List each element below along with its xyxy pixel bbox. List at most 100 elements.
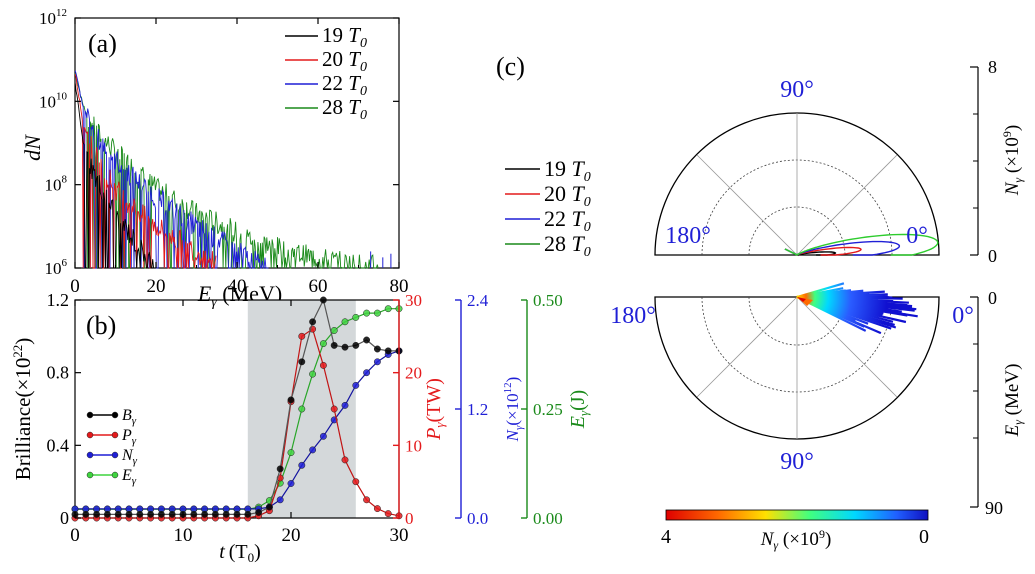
series-marker [222, 510, 230, 518]
grid-spoke [796, 296, 898, 398]
y-tick-label: 106 [45, 257, 68, 278]
legend-marker [86, 451, 94, 459]
grid-spoke [696, 296, 798, 398]
series-marker [319, 296, 327, 304]
series-marker [201, 510, 209, 518]
legend-main: N [121, 447, 134, 464]
y-tick-label: 1.2 [47, 290, 70, 310]
y1-ticks: 0 0.4 0.8 1.2 [47, 290, 81, 528]
polar-frame [654, 112, 940, 256]
series-marker [330, 327, 338, 334]
legend-sub: 0 [360, 108, 367, 123]
legend-sub: 0 [360, 60, 367, 75]
legend-unit: T [348, 47, 361, 71]
colorbar-gradient [665, 509, 929, 521]
series-marker [319, 361, 327, 369]
series-marker [341, 456, 349, 464]
series-marker [352, 313, 360, 321]
series-marker [352, 478, 360, 486]
heatmap-spray [796, 282, 918, 335]
axis-tick-label: 0.25 [533, 400, 563, 419]
legend-marker [86, 431, 94, 439]
angle-label-180: 180° [665, 223, 711, 249]
series-marker [384, 347, 392, 355]
y-tick-label: 0 [60, 508, 69, 528]
series-marker [244, 510, 252, 518]
legend-unit: T [572, 156, 586, 181]
series-group [784, 233, 939, 257]
series-marker [341, 318, 349, 326]
series-marker [330, 405, 338, 413]
series-marker [341, 401, 349, 409]
x-tick-label: 20 [147, 276, 166, 297]
legend-sub: 0 [584, 245, 591, 260]
legend-num: 20 [544, 181, 572, 206]
legend-sub: 0 [584, 220, 591, 235]
panel-label: (c) [496, 52, 525, 81]
x-tick-label: 60 [309, 276, 328, 297]
legend-label: 22 T0 [322, 71, 367, 99]
y-tick-label: 0.4 [47, 435, 70, 455]
colorbar: 4 0 Nγ (×109) [661, 509, 929, 552]
series-marker [309, 446, 317, 454]
x-tick-label: 10 [174, 525, 193, 546]
y-tick-base: 10 [45, 176, 62, 195]
panel-label: (b) [86, 311, 116, 340]
series-marker [298, 358, 306, 366]
x-tick-label: 40 [228, 276, 247, 297]
y-axis-label: dN [20, 134, 45, 161]
polar-frame [654, 296, 940, 440]
series-group [71, 296, 403, 522]
series-marker [330, 341, 338, 349]
x-tick-label: 0 [70, 525, 80, 546]
legend-num: 19 [322, 23, 348, 47]
y2-axis-label: Pγ(TW) [423, 378, 447, 441]
x-tick-label: 0 [70, 276, 80, 297]
legend-marker [86, 411, 94, 419]
legend-label: 19 T0 [544, 156, 591, 185]
y4-axis-label: Eγ(J) [567, 390, 591, 429]
legend-label: Pγ [121, 427, 137, 447]
series-marker [352, 381, 360, 389]
series-marker [298, 461, 306, 469]
series-marker [255, 509, 263, 516]
series-marker [363, 309, 371, 317]
angle-label-90: 90° [780, 449, 814, 475]
legend-num: 28 [322, 95, 348, 119]
legend-main: P [121, 427, 132, 444]
series-marker [136, 510, 144, 518]
legend-sub: γ [132, 415, 137, 427]
y-tick-exponent: 6 [62, 257, 68, 269]
grid-spoke [796, 154, 898, 256]
series-group [74, 70, 392, 270]
legend-marker [86, 471, 94, 479]
y-tick-label: 0.8 [47, 363, 70, 383]
y2-axis: 0 10 20 30 [393, 291, 422, 528]
legend-label: 22 T0 [544, 206, 591, 235]
legend-marker [111, 471, 119, 479]
y-tick-exponent: 8 [62, 174, 68, 186]
radial-tick-label: 0 [988, 288, 997, 308]
heatmap-core [797, 297, 806, 302]
panel-label: (a) [88, 29, 117, 58]
colorbar-tick-label: 0 [919, 526, 929, 548]
heatmap-stroke [796, 295, 902, 313]
axis-tick-label: 2.4 [467, 291, 489, 310]
y3-axis-label: Nγ(×1012) [502, 377, 525, 443]
legend-label: 28 T0 [544, 231, 591, 260]
legend-sub: 0 [584, 170, 591, 185]
radial-tick-label: 0 [988, 246, 997, 266]
legend-sub: γ [133, 455, 138, 467]
series-marker [373, 505, 381, 513]
angle-label-0: 0° [906, 223, 928, 249]
legend-marker [111, 431, 119, 439]
legend-unit: T [572, 231, 586, 256]
series-marker [103, 510, 111, 518]
y4-axis: 0.00 0.25 0.50 [521, 291, 563, 528]
y-tick-base: 10 [39, 9, 56, 28]
series-marker [157, 510, 165, 518]
legend-marker [111, 411, 119, 419]
series-marker [114, 510, 122, 518]
legend-num: 20 [322, 47, 348, 71]
